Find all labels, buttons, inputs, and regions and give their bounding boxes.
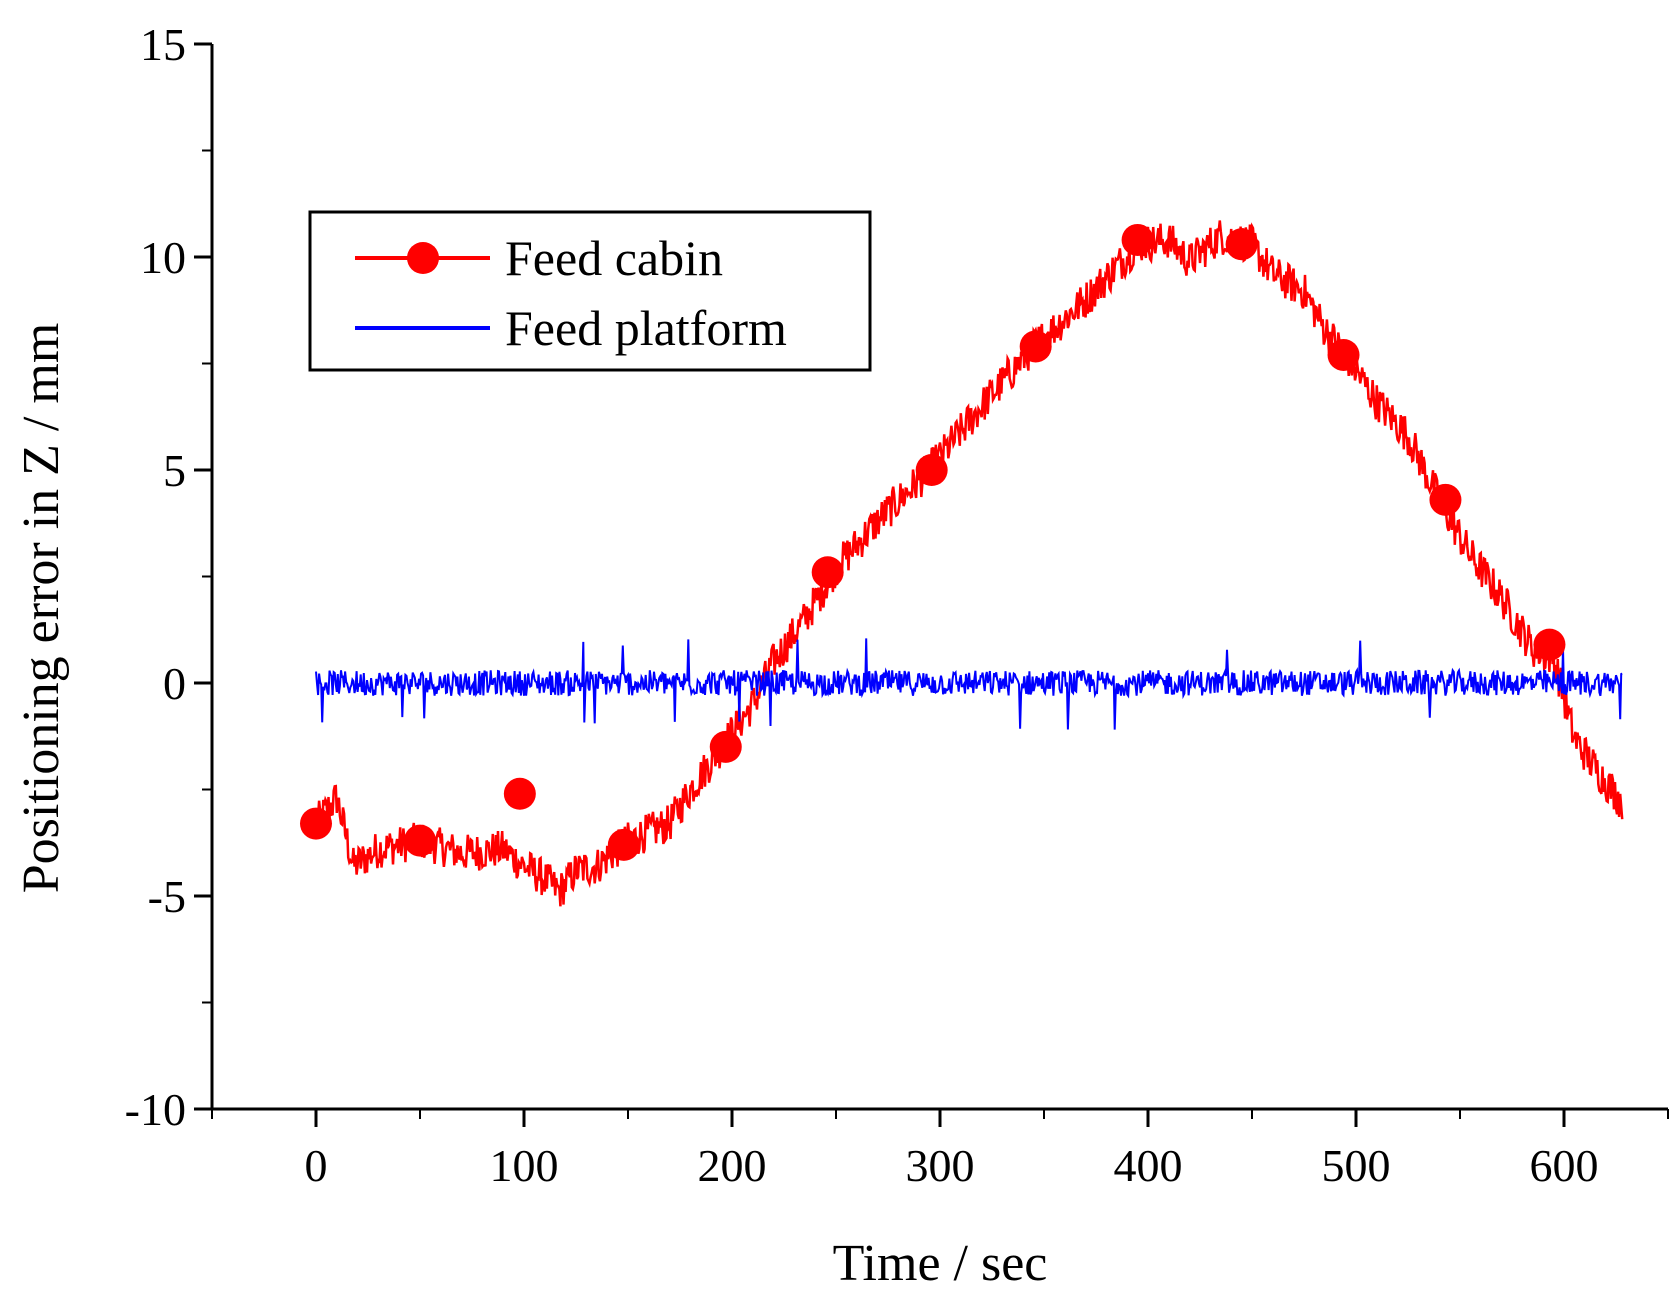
data-point-feed-cabin <box>503 777 536 810</box>
data-point-feed-cabin <box>709 730 742 763</box>
data-point-feed-cabin <box>811 556 844 589</box>
x-tick-label: 0 <box>305 1140 328 1191</box>
data-point-feed-cabin <box>1533 628 1566 661</box>
y-tick-label: 5 <box>163 445 186 496</box>
data-point-feed-cabin <box>1225 228 1258 261</box>
axes: -10 -5 0 5 10 15 0 100 200 300 400 500 600 <box>125 19 1669 1191</box>
y-axis-title: Positioning error in Z / mm <box>13 323 70 894</box>
x-tick-label: 600 <box>1530 1140 1599 1191</box>
x-tick-label: 300 <box>906 1140 975 1191</box>
legend-marker-feed-cabin <box>407 242 439 274</box>
x-tick-label: 100 <box>490 1140 559 1191</box>
legend-label-feed-cabin: Feed cabin <box>505 230 723 286</box>
x-tick-label: 200 <box>698 1140 767 1191</box>
x-tick-label: 500 <box>1322 1140 1391 1191</box>
legend-frame <box>308 210 872 372</box>
data-point-feed-cabin <box>915 454 948 486</box>
y-tick-label: 10 <box>140 232 186 283</box>
data-point-feed-cabin <box>1121 223 1154 256</box>
legend: Feed cabin Feed platform <box>308 210 872 372</box>
y-tick-label: 0 <box>163 658 186 709</box>
y-tick-label: -5 <box>148 871 186 922</box>
data-point-feed-cabin <box>1327 338 1360 371</box>
y-tick-label: -10 <box>125 1084 186 1135</box>
y-tick-label: 15 <box>140 19 186 70</box>
series-line-feed-platform <box>315 638 1623 730</box>
data-point-feed-cabin <box>1429 483 1462 516</box>
plot-area <box>300 220 1624 907</box>
x-tick-label: 400 <box>1114 1140 1183 1191</box>
x-axis-title: Time / sec <box>833 1235 1048 1292</box>
legend-label-feed-platform: Feed platform <box>505 300 787 356</box>
data-point-feed-cabin <box>404 824 436 857</box>
data-point-feed-cabin <box>607 828 640 861</box>
data-point-feed-cabin <box>1019 330 1052 363</box>
series-line-feed-cabin <box>314 220 1624 907</box>
data-point-feed-cabin <box>300 807 332 840</box>
